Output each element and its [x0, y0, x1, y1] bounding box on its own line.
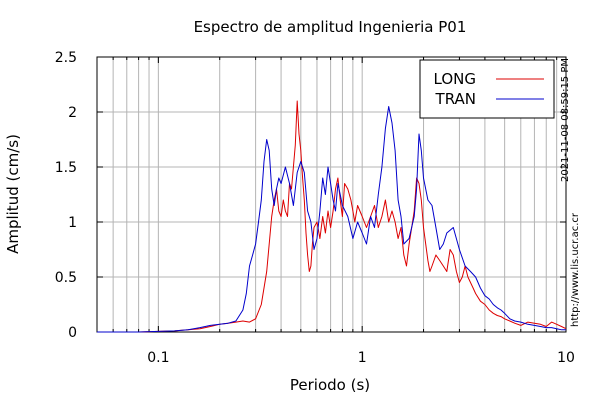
series-lines — [97, 100, 567, 333]
x-tick-labels: 0.1 1 10 — [147, 350, 575, 366]
y-tick-label: 1 — [68, 215, 77, 231]
y-tick-label: 0.5 — [55, 270, 77, 286]
timestamp-label: 2021-11-08 08:59:15 PM — [560, 58, 571, 182]
x-axis-label: Periodo (s) — [290, 376, 370, 394]
series-line-long — [97, 100, 567, 333]
x-tick-label: 0.1 — [147, 350, 169, 366]
y-tick-label: 2.5 — [55, 50, 77, 66]
y-tick-label: 2 — [68, 105, 77, 121]
legend-label-long: LONG — [434, 70, 476, 88]
y-axis-label: Amplitud (cm/s) — [4, 134, 22, 254]
grid-lines — [97, 57, 566, 332]
legend-box — [419, 59, 555, 119]
y-tick-label: 1.5 — [55, 160, 77, 176]
series-line-tran — [97, 106, 566, 333]
axis-ticks — [96, 56, 567, 333]
plot-frame — [96, 56, 567, 333]
legend: LONG TRAN — [419, 59, 555, 119]
y-tick-labels: 0 0.5 1 1.5 2 2.5 — [55, 50, 77, 341]
legend-label-tran: TRAN — [435, 90, 476, 108]
chart-title: Espectro de amplitud Ingenieria P01 — [194, 18, 467, 36]
x-tick-label: 10 — [557, 350, 575, 366]
y-tick-label: 0 — [68, 325, 77, 341]
source-url-label: http://www.lis.ucr.ac.cr — [570, 212, 581, 327]
x-tick-label: 1 — [358, 350, 367, 366]
